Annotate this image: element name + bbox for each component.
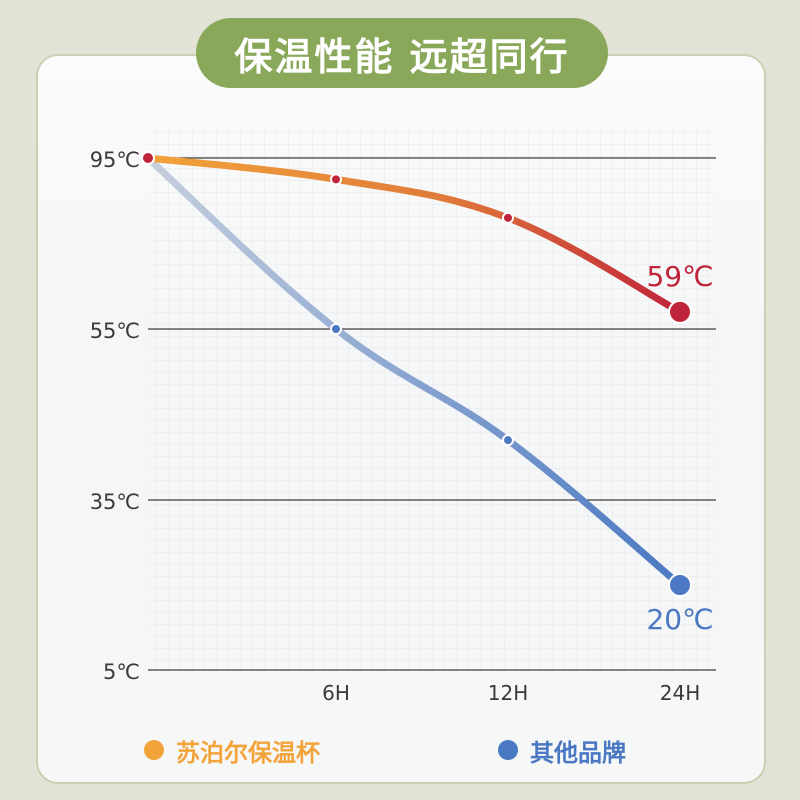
data-point-ours bbox=[502, 211, 514, 224]
y-tick-label: 95℃ bbox=[90, 148, 140, 172]
legend-swatch-others bbox=[498, 740, 518, 760]
data-point-others bbox=[668, 573, 692, 597]
legend-label-others: 其他品牌 bbox=[530, 738, 626, 767]
legend-item-ours: 苏泊尔保温杯 bbox=[144, 730, 320, 770]
data-point-ours bbox=[141, 151, 155, 165]
x-tick-label: 12H bbox=[488, 681, 529, 705]
end-labels: 20℃ 59℃ bbox=[646, 260, 713, 636]
data-point-others bbox=[502, 434, 514, 447]
y-tick-label: 35℃ bbox=[90, 490, 140, 514]
x-axis-ticks: 6H 12H 24H bbox=[322, 681, 700, 705]
legend-item-others: 其他品牌 bbox=[498, 730, 626, 770]
legend-swatch-ours bbox=[144, 740, 164, 760]
y-tick-label: 55℃ bbox=[90, 319, 140, 343]
chart-title: 保温性能 远超同行 bbox=[196, 18, 608, 88]
data-point-ours bbox=[668, 299, 692, 324]
legend-label-ours: 苏泊尔保温杯 bbox=[176, 738, 320, 767]
series-line-ours bbox=[144, 154, 684, 316]
y-axis-ticks: 95℃ 55℃ 35℃ 5℃ bbox=[90, 148, 140, 684]
minor-grid bbox=[148, 130, 716, 670]
data-point-others bbox=[330, 323, 342, 335]
x-tick-label: 24H bbox=[660, 681, 701, 705]
series-line-others bbox=[144, 154, 684, 589]
data-point-ours bbox=[330, 173, 342, 186]
grid-lines bbox=[148, 157, 716, 671]
y-tick-label: 5℃ bbox=[103, 660, 140, 684]
end-label-others: 20℃ bbox=[646, 603, 713, 636]
x-tick-label: 6H bbox=[322, 681, 350, 705]
series-points bbox=[141, 151, 692, 597]
series-lines bbox=[144, 154, 684, 589]
end-label-ours: 59℃ bbox=[646, 260, 713, 293]
